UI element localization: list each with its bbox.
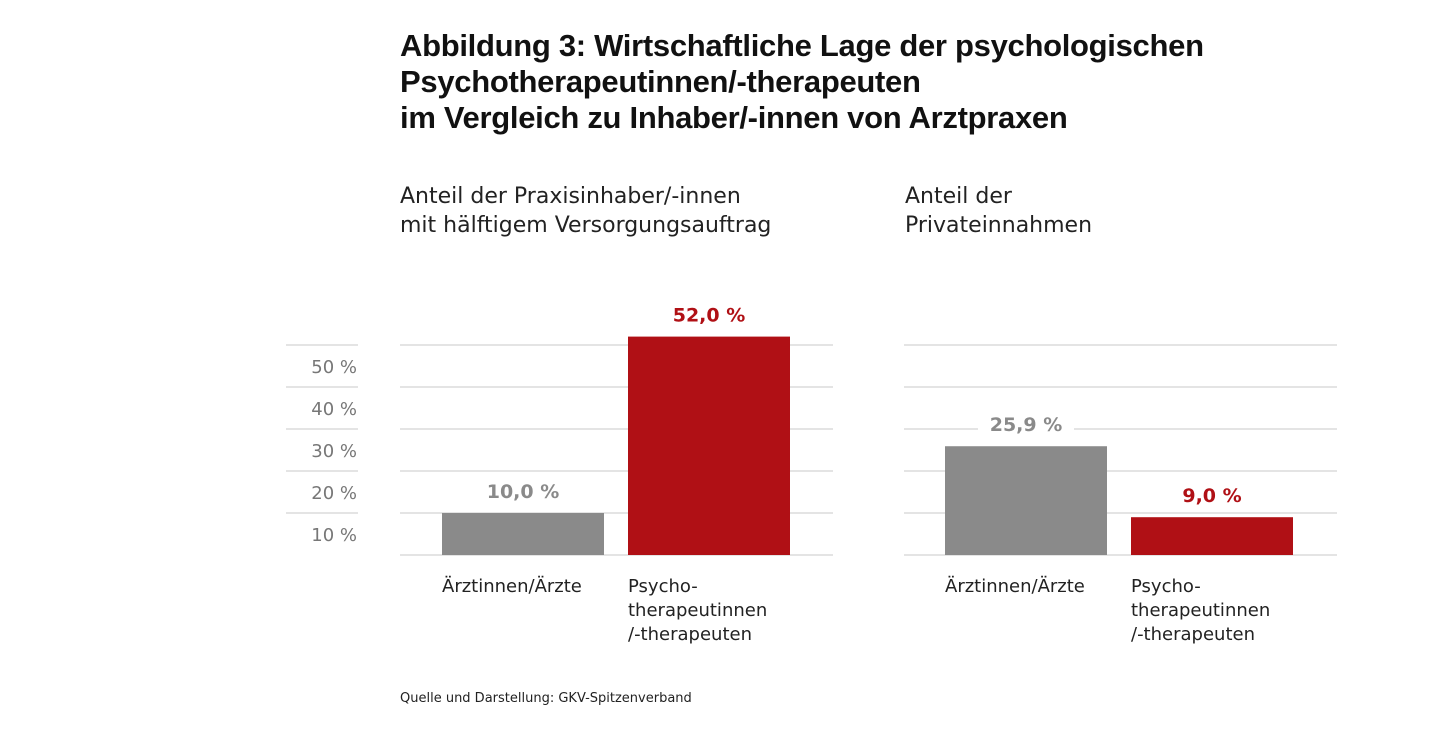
y-tick-label: 20 % [311, 483, 357, 504]
category-label: therapeutinnen [628, 600, 767, 621]
panel-1-subtitle-line-1: Anteil der Praxisinhaber/-innen [400, 184, 741, 209]
value-label: 52,0 % [673, 305, 746, 327]
panel-1-subtitle-line-2: mit hälftigem Versorgungsauftrag [400, 213, 772, 238]
bar [945, 446, 1107, 555]
title-line-1: Abbildung 3: Wirtschaftliche Lage der ps… [400, 28, 1204, 63]
value-label-bg [978, 410, 1074, 437]
category-label: Ärztinnen/Ärzte [442, 576, 582, 597]
panel-1-subtitle: Anteil der Praxisinhaber/-innen mit hälf… [400, 182, 771, 240]
panel-2-subtitle-line-1: Anteil der [905, 184, 1012, 209]
bar [1131, 517, 1293, 555]
title-line-2: Psychotherapeutinnen/-therapeuten [400, 64, 921, 99]
category-label: Ärztinnen/Ärzte [945, 576, 1085, 597]
value-label: 25,9 % [990, 414, 1063, 436]
title-line-3: im Vergleich zu Inhaber/-innen von Arztp… [400, 100, 1068, 135]
y-tick-label: 40 % [311, 399, 357, 420]
bar [628, 336, 790, 555]
category-label: /-therapeuten [628, 624, 752, 645]
value-label: 9,0 % [1182, 485, 1241, 507]
panel-2-subtitle-line-2: Privateinnahmen [905, 213, 1093, 238]
bar [442, 513, 604, 555]
source-note: Quelle und Darstellung: GKV-Spitzenverba… [400, 691, 692, 706]
category-label: /-therapeuten [1131, 624, 1255, 645]
value-label-bg [661, 300, 757, 327]
y-tick-label: 10 % [311, 525, 357, 546]
value-label-bg [1164, 481, 1260, 508]
value-label: 10,0 % [487, 481, 560, 503]
y-tick-label: 30 % [311, 441, 357, 462]
chart-title: Abbildung 3: Wirtschaftliche Lage der ps… [400, 28, 1300, 136]
category-label: therapeutinnen [1131, 600, 1270, 621]
y-tick-label: 50 % [311, 357, 357, 378]
category-label: Psycho- [628, 576, 698, 597]
value-label-bg [475, 477, 571, 503]
panel-2-subtitle: Anteil der Privateinnahmen [905, 182, 1092, 240]
category-label: Psycho- [1131, 576, 1201, 597]
